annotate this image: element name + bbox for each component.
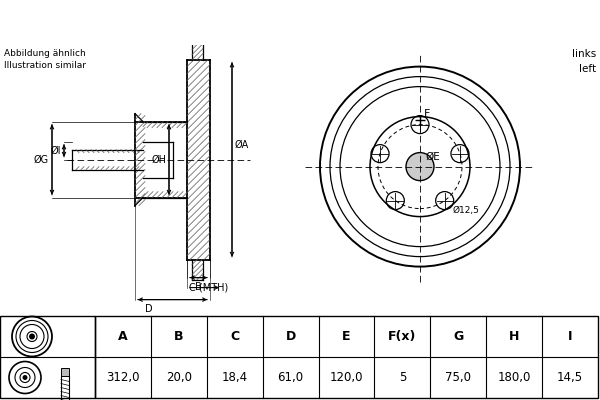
Text: 5: 5 [399,371,406,384]
Text: 24.0120-0189.1    420189: 24.0120-0189.1 420189 [130,6,470,30]
Text: A: A [118,330,128,343]
Text: F(x): F(x) [388,330,416,343]
Text: C: C [230,330,239,343]
Text: B: B [174,330,184,343]
Bar [61,368,69,376]
Text: ØH: ØH [152,154,167,165]
Text: C (MTH): C (MTH) [189,282,228,293]
Circle shape [29,334,35,340]
Text: 20,0: 20,0 [166,371,192,384]
Text: 180,0: 180,0 [497,371,531,384]
Text: ØG: ØG [34,154,49,165]
Text: 61,0: 61,0 [278,371,304,384]
Text: Ø12,5: Ø12,5 [452,206,479,214]
Bar [0,316,95,398]
Text: G: G [453,330,463,343]
Text: ØI: ØI [50,146,61,156]
Text: 75,0: 75,0 [445,371,471,384]
Text: H: H [509,330,520,343]
Text: I: I [568,330,572,343]
Text: 312,0: 312,0 [106,371,140,384]
Text: links
left: links left [572,49,596,74]
Text: Abbildung ähnlich
Illustration similar: Abbildung ähnlich Illustration similar [4,49,86,70]
Text: 18,4: 18,4 [221,371,248,384]
Text: F: F [424,109,430,119]
Text: ØE: ØE [425,152,440,162]
Text: 120,0: 120,0 [330,371,363,384]
Text: ØA: ØA [235,140,249,150]
Text: D: D [286,330,296,343]
Circle shape [23,375,28,380]
Text: 14,5: 14,5 [557,371,583,384]
Text: B: B [195,282,202,292]
Text: D: D [145,304,152,314]
Circle shape [406,152,434,181]
Text: E: E [342,330,351,343]
Bar [95,316,598,398]
